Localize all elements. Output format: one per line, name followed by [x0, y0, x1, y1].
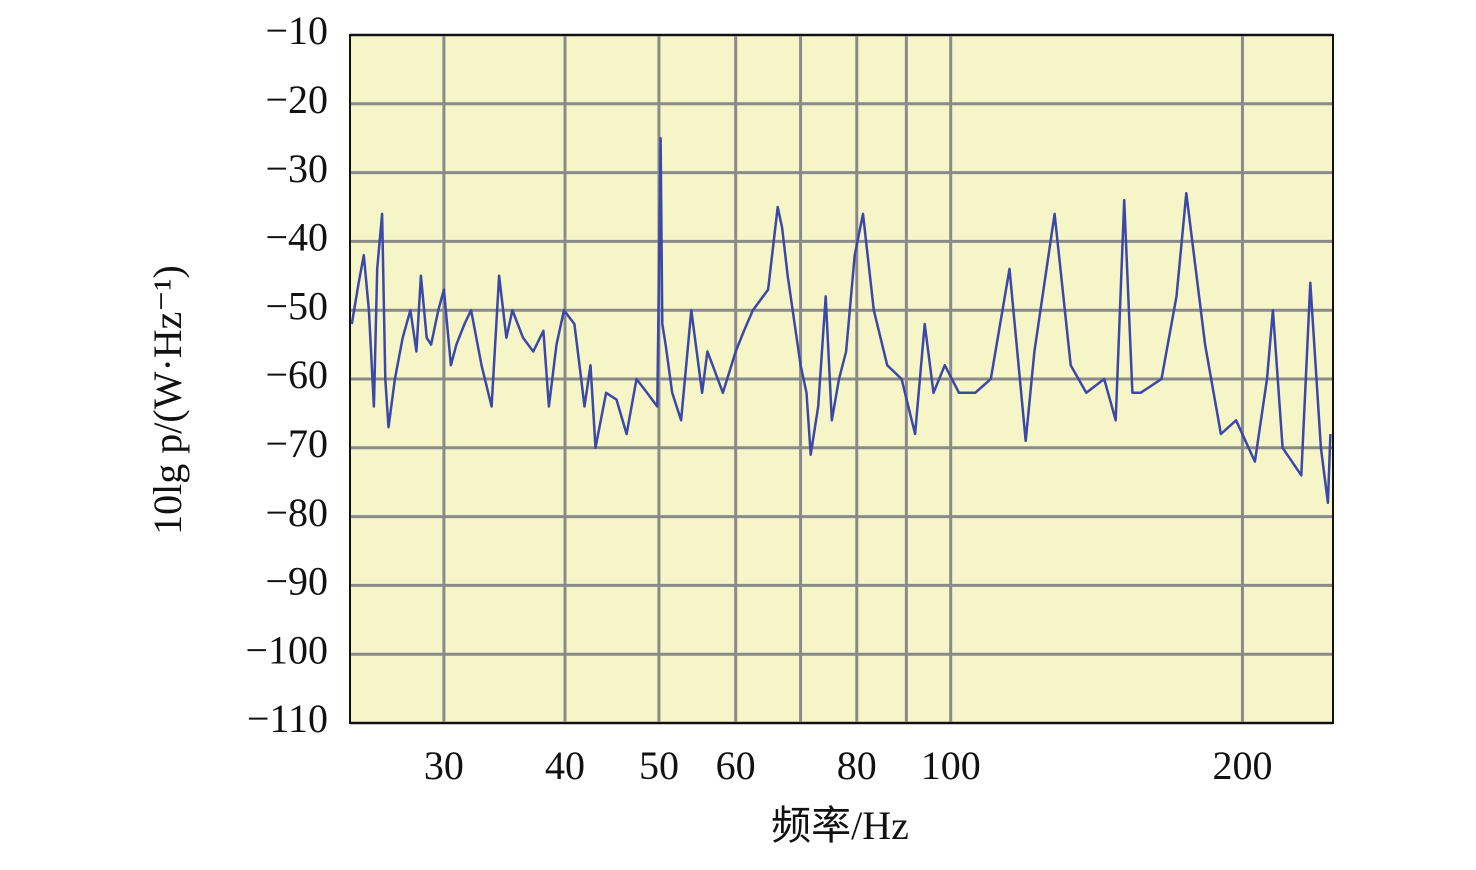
x-tick-label: 80 — [837, 743, 877, 788]
y-tick-label: −60 — [265, 352, 328, 397]
x-tick-label: 50 — [639, 743, 679, 788]
x-tick-label: 100 — [921, 743, 981, 788]
x-tick-label: 200 — [1212, 743, 1272, 788]
y-axis-label: 10lg p/(W·Hz⁻¹) — [145, 265, 190, 535]
y-tick-label: −80 — [265, 490, 328, 535]
y-tick-label: −70 — [265, 421, 328, 466]
y-tick-label: −40 — [265, 215, 328, 260]
y-tick-label: −50 — [265, 283, 328, 328]
y-tick-label: −30 — [265, 146, 328, 191]
x-tick-label: 40 — [545, 743, 585, 788]
y-tick-label: −110 — [247, 696, 328, 741]
x-tick-label: 60 — [716, 743, 756, 788]
y-tick-label: −100 — [245, 627, 328, 672]
data-line — [350, 136, 1332, 505]
x-axis-label: 频率/Hz — [771, 803, 909, 848]
plot-frame — [349, 34, 1334, 724]
y-tick-label: −10 — [265, 8, 328, 53]
x-tick-label: 30 — [424, 743, 464, 788]
y-tick-label: −20 — [265, 77, 328, 122]
y-tick-label: −90 — [265, 559, 328, 604]
